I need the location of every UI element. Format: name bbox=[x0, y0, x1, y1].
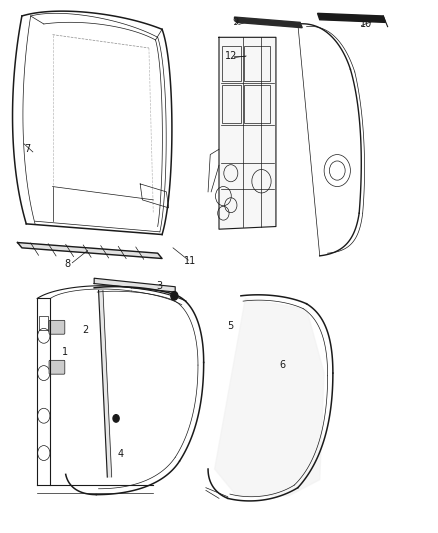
FancyBboxPatch shape bbox=[49, 360, 65, 374]
Text: 8: 8 bbox=[65, 259, 71, 269]
Text: 7: 7 bbox=[25, 144, 31, 154]
Polygon shape bbox=[18, 243, 162, 259]
Bar bbox=[244, 46, 270, 81]
Text: 12: 12 bbox=[225, 51, 237, 61]
Polygon shape bbox=[219, 37, 276, 229]
Text: 1: 1 bbox=[62, 347, 68, 357]
Polygon shape bbox=[99, 290, 112, 477]
Text: 11: 11 bbox=[184, 256, 197, 266]
Circle shape bbox=[113, 415, 119, 422]
Polygon shape bbox=[94, 278, 175, 292]
Polygon shape bbox=[234, 17, 302, 28]
Text: 6: 6 bbox=[279, 360, 286, 370]
Bar bbox=[222, 85, 241, 123]
Text: 9: 9 bbox=[232, 18, 238, 27]
Text: 3: 3 bbox=[157, 281, 163, 290]
Text: 2: 2 bbox=[82, 326, 88, 335]
Text: 10: 10 bbox=[360, 19, 372, 29]
Text: 5: 5 bbox=[227, 321, 233, 331]
Bar bbox=[39, 316, 48, 330]
Bar bbox=[222, 46, 241, 81]
Polygon shape bbox=[318, 13, 385, 22]
Circle shape bbox=[171, 292, 178, 300]
FancyBboxPatch shape bbox=[49, 320, 65, 334]
Text: 4: 4 bbox=[117, 449, 124, 459]
Polygon shape bbox=[215, 298, 324, 496]
Bar bbox=[244, 85, 270, 123]
